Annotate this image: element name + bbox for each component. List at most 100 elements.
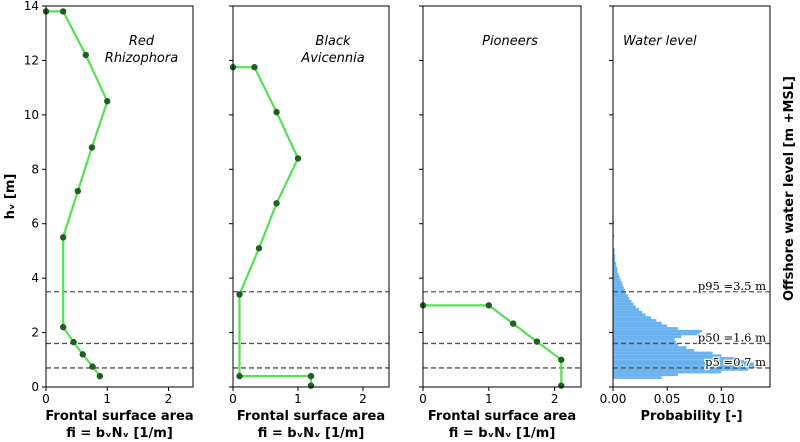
x-axis-label: fi = bᵥNᵥ [1/m] xyxy=(449,426,556,441)
histogram-bar xyxy=(613,305,636,309)
histogram-bar xyxy=(613,291,626,295)
histogram-bar xyxy=(613,310,643,314)
histogram-bar xyxy=(613,259,616,262)
histogram-bar xyxy=(613,346,687,349)
panel-title: Avicennia xyxy=(300,51,364,66)
data-point xyxy=(59,323,67,331)
histogram-bar xyxy=(613,338,675,341)
histogram-bar xyxy=(613,286,624,290)
x-tick-label: 1 xyxy=(103,392,111,406)
y-axis-label: hᵥ [m] xyxy=(3,174,18,220)
y-tick-label: 4 xyxy=(31,271,39,285)
x-axis-label: Frontal surface area xyxy=(45,409,193,424)
histogram-bar xyxy=(613,359,749,363)
data-point xyxy=(307,382,315,389)
histogram-bar xyxy=(613,335,682,339)
histogram-bar xyxy=(613,280,622,284)
histogram-bar xyxy=(613,373,678,377)
histogram-bar xyxy=(613,299,632,303)
panel-title: Water level xyxy=(623,34,697,49)
data-point xyxy=(533,338,541,345)
axes-frame xyxy=(232,5,390,388)
data-point xyxy=(273,108,280,116)
histogram-bar xyxy=(613,313,646,317)
histogram-bar xyxy=(613,302,634,306)
histogram-bar xyxy=(613,354,722,358)
profile-line xyxy=(423,304,563,386)
x-tick-label: 0 xyxy=(229,392,237,406)
level-annotation: p5 =0.7 m xyxy=(705,355,766,369)
x-tick-label: 0 xyxy=(419,392,427,406)
data-point xyxy=(74,187,82,195)
histogram-bar xyxy=(613,294,629,298)
data-point xyxy=(70,338,77,346)
panel-title: Pioneers xyxy=(482,34,538,49)
x-axis-label: Frontal surface area xyxy=(428,409,576,424)
x-tick-label: 0.00 xyxy=(600,392,627,406)
data-point xyxy=(485,302,493,309)
x-tick-label: 0.05 xyxy=(654,392,681,406)
histogram-bar xyxy=(613,324,668,328)
data-point xyxy=(509,320,517,327)
data-point xyxy=(273,200,280,207)
panel-4: p95 =3.5 m p50 =1.6 m p5 =0.7 m 0.00 0.05 0.1… xyxy=(600,5,771,424)
histogram-bar xyxy=(613,370,722,374)
histogram-bar xyxy=(613,327,678,330)
data-point xyxy=(88,144,96,151)
x-axis-label: fi = bᵥNᵥ [1/m] xyxy=(258,426,365,441)
histogram-bar xyxy=(613,250,615,254)
y-tick-label: 8 xyxy=(31,162,39,176)
histogram-bar xyxy=(613,348,695,352)
data-point xyxy=(236,291,243,298)
x-tick-label: 2 xyxy=(359,392,367,406)
y-tick-label: 14 xyxy=(24,0,39,13)
data-point xyxy=(251,64,258,71)
y-tick-label: 2 xyxy=(31,326,39,340)
histogram-bar xyxy=(613,351,713,355)
y-tick-label: 0 xyxy=(31,380,39,394)
histogram-bar xyxy=(613,275,620,279)
y-tick-label: 12 xyxy=(24,53,39,67)
histogram-bar xyxy=(613,234,615,238)
histogram-bar xyxy=(613,362,754,366)
x-tick-label: 1 xyxy=(485,392,493,406)
panel-3: 0 1 2 Pioneers Frontal surface area fi = bᵥNᵥ… xyxy=(419,5,582,441)
axes-frame xyxy=(422,5,582,388)
histogram-bar xyxy=(613,253,616,257)
panel-2: 0 1 2 Black Avicennia Frontal surface area fi … xyxy=(229,5,390,441)
histogram-bar xyxy=(613,365,760,368)
histogram-bar xyxy=(613,308,639,311)
data-point xyxy=(104,98,111,105)
histogram-bar xyxy=(613,318,657,322)
histogram-bar xyxy=(613,269,618,273)
histogram-bar xyxy=(613,376,662,379)
panel-title: Red xyxy=(129,34,155,49)
histogram-bar xyxy=(613,340,676,344)
histogram-bar xyxy=(613,343,678,347)
panel-title: Black xyxy=(315,34,351,49)
data-point xyxy=(558,356,565,363)
data-point xyxy=(79,351,86,358)
data-point xyxy=(236,372,243,380)
histogram-bar xyxy=(613,248,615,251)
histogram-bar xyxy=(613,329,702,333)
histogram-bar xyxy=(613,316,651,319)
data-point xyxy=(96,372,104,380)
x-axis-label: fi = bᵥNᵥ [1/m] xyxy=(66,426,173,441)
histogram-bar xyxy=(613,267,618,270)
histogram-bar xyxy=(613,289,625,292)
histogram-bar xyxy=(613,321,662,325)
data-point xyxy=(307,372,315,380)
data-point xyxy=(89,363,96,370)
data-point xyxy=(59,234,67,241)
data-point xyxy=(255,245,263,252)
histogram-bar xyxy=(613,332,700,336)
data-point xyxy=(82,51,90,59)
x-tick-label: 0 xyxy=(42,392,50,406)
x-tick-label: 2 xyxy=(165,392,173,406)
right-axis-label: Offshore water level [m +MSL] xyxy=(782,76,797,301)
axes-frame xyxy=(612,5,771,388)
y-tick-label: 6 xyxy=(31,217,39,231)
